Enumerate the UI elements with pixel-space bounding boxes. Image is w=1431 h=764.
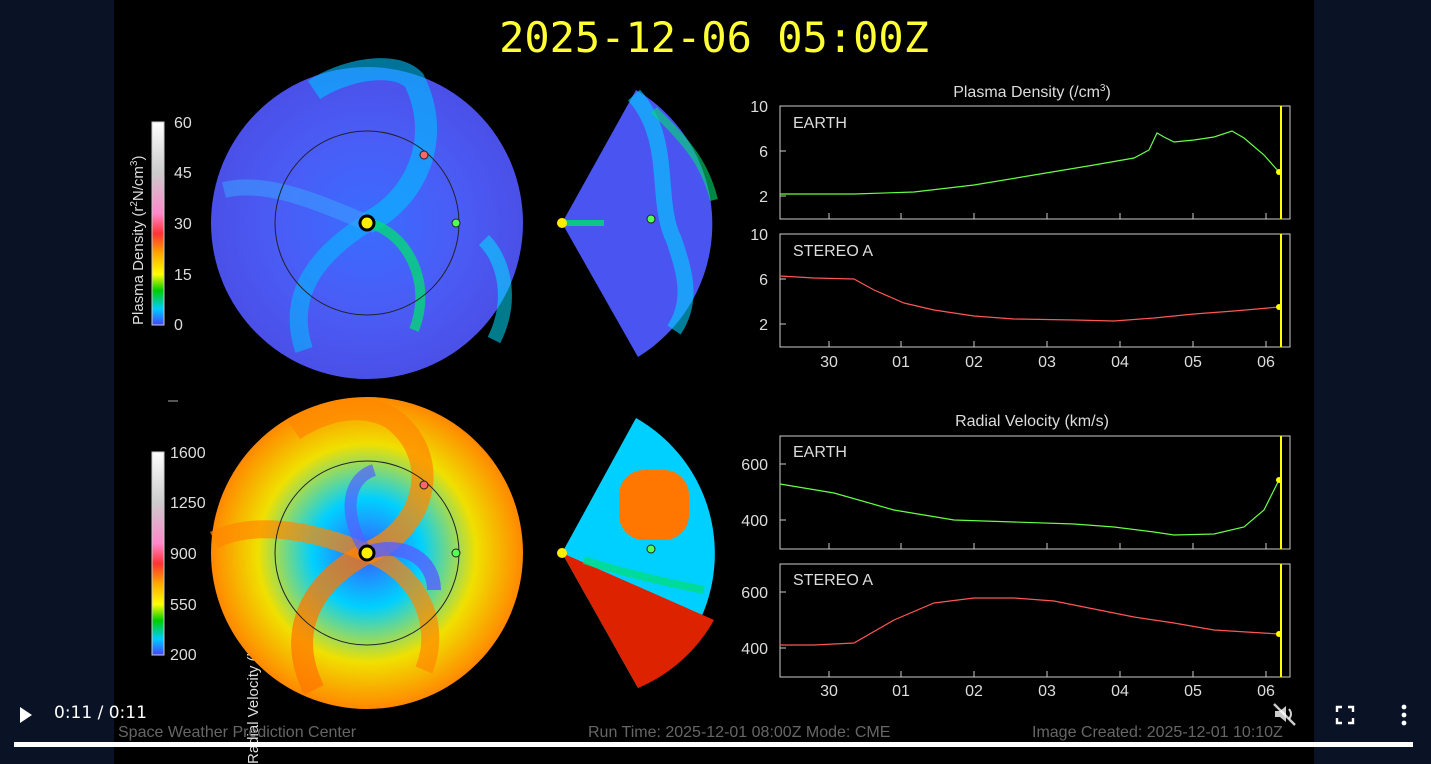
density-xtick-label: 01 [892,354,910,371]
velocity-xtick-label: 05 [1184,683,1202,700]
density-ytick-label: 6 [759,272,768,289]
density-xtick-label: 03 [1038,354,1056,371]
density-colorbar-label: Plasma Density (r2N/cm3) [129,156,147,325]
footer-left: Space Weather Prediction Center [118,724,357,741]
density-xtick-label: 30 [820,354,838,371]
velocity-xtick-label: 30 [820,683,838,700]
velocity-ytick-label: 400 [741,513,768,530]
density-colorbar-tick: 0 [174,317,183,334]
velocity-colorbar-tick: 900 [170,546,197,563]
player-controls [0,690,1431,764]
density-colorbar-tick: 30 [174,216,192,233]
footer-center: Run Time: 2025-12-01 08:00Z Mode: CME [588,724,890,741]
velocity-xtick-label: 01 [892,683,910,700]
velocity-stereo-series [780,597,1280,646]
video-player[interactable]: 2025-12-06 05:00Z 60 45 30 15 0 Plasma D… [114,0,1314,764]
velocity-colorbar-tick: 200 [170,647,197,664]
density-ytick-label: 10 [750,227,768,244]
velocity-ytick-label: 600 [741,585,768,602]
density-panel1-label: EARTH [793,115,847,132]
velocity-ecliptic-disk [209,397,523,709]
density-colorbar-tick: 60 [174,115,192,132]
density-xtick-label: 05 [1184,354,1202,371]
footer-right: Image Created: 2025-12-01 10:10Z [1032,724,1283,741]
velocity-xtick-label: 02 [965,683,983,700]
velocity-xtick-label: 03 [1038,683,1056,700]
density-plot-title: Plasma Density (/cm3) [953,83,1111,101]
volume-muted-icon [1273,703,1296,726]
progress-bar-fill [14,742,1413,747]
velocity-earth-series [779,479,1280,536]
density-xtick-label: 04 [1111,354,1129,371]
density-stereo-series [779,275,1280,322]
density-colorbar: 60 45 30 15 0 Plasma Density (r2N/cm3) [129,115,192,334]
density-ecliptic-disk [211,58,523,379]
density-ytick-label: 2 [759,189,768,206]
velocity-plot-title: Radial Velocity (km/s) [955,413,1109,430]
velocity-xtick-label: 06 [1257,683,1275,700]
density-xtick-label: 02 [965,354,983,371]
density-timeseries-plot: Plasma Density (/cm3) EARTH STEREO A 10 6… [750,83,1291,371]
velocity-ytick-label: 600 [741,457,768,474]
more-vert-icon [1401,704,1407,726]
progress-bar[interactable] [14,742,1413,747]
mute-button[interactable] [1271,700,1299,728]
density-colorbar-tick: 15 [174,267,192,284]
playback-time: 0:11 / 0:11 [54,703,147,723]
velocity-colorbar-tick: 550 [170,597,197,614]
density-earth-series [780,130,1280,195]
density-xtick-label: 06 [1257,354,1275,371]
velocity-timeseries-plot: Radial Velocity (km/s) EARTH STEREO A 60… [741,413,1291,700]
image-footer: Space Weather Prediction Center Run Time… [118,724,1283,741]
density-colorbar-tick: 45 [174,165,192,182]
velocity-panel1-label: EARTH [793,444,847,461]
velocity-meridional-wedge [557,418,715,688]
more-options-button[interactable] [1392,702,1416,728]
density-ytick-label: 6 [759,144,768,161]
play-icon [20,707,32,723]
velocity-colorbar-tick: 1250 [170,495,206,512]
velocity-panel2-label: STEREO A [793,572,873,589]
timestamp: 2025-12-06 05:00Z [499,13,929,62]
enlil-visualization: 2025-12-06 05:00Z 60 45 30 15 0 Plasma D… [118,13,1291,764]
velocity-xtick-label: 04 [1111,683,1129,700]
density-meridional-wedge [557,89,718,357]
fullscreen-icon [1335,705,1355,725]
fullscreen-button[interactable] [1332,702,1358,728]
density-ytick-label: 2 [759,317,768,334]
velocity-colorbar-tick: 1600 [170,445,206,462]
velocity-colorbar: 1600 1250 900 550 200 Radial Velocity (k… [151,445,262,764]
density-ytick-label: 10 [750,99,768,116]
velocity-ytick-label: 400 [741,641,768,658]
density-panel2-label: STEREO A [793,243,873,260]
play-button[interactable] [12,702,38,728]
